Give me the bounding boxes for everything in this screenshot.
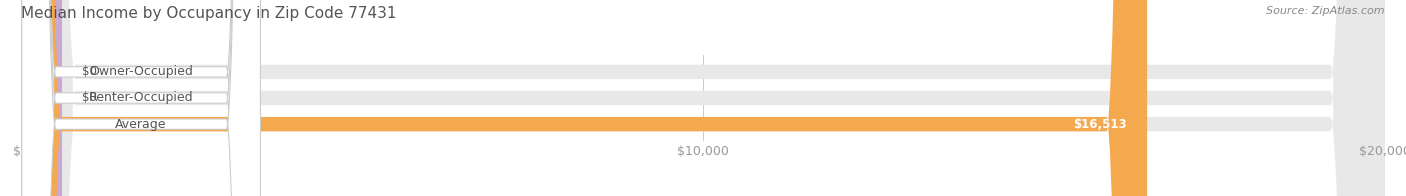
- FancyBboxPatch shape: [21, 0, 260, 196]
- FancyBboxPatch shape: [21, 0, 260, 196]
- Text: $16,513: $16,513: [1073, 118, 1126, 131]
- Text: $0: $0: [83, 65, 97, 78]
- FancyBboxPatch shape: [21, 0, 260, 196]
- Text: Median Income by Occupancy in Zip Code 77431: Median Income by Occupancy in Zip Code 7…: [21, 6, 396, 21]
- FancyBboxPatch shape: [21, 0, 1385, 196]
- FancyBboxPatch shape: [21, 0, 1385, 196]
- Text: $0: $0: [83, 92, 97, 104]
- FancyBboxPatch shape: [21, 0, 1385, 196]
- Text: Source: ZipAtlas.com: Source: ZipAtlas.com: [1267, 6, 1385, 16]
- FancyBboxPatch shape: [21, 0, 62, 196]
- FancyBboxPatch shape: [21, 0, 1147, 196]
- Text: Average: Average: [115, 118, 167, 131]
- Text: Renter-Occupied: Renter-Occupied: [89, 92, 194, 104]
- FancyBboxPatch shape: [21, 0, 62, 196]
- Text: Owner-Occupied: Owner-Occupied: [89, 65, 193, 78]
